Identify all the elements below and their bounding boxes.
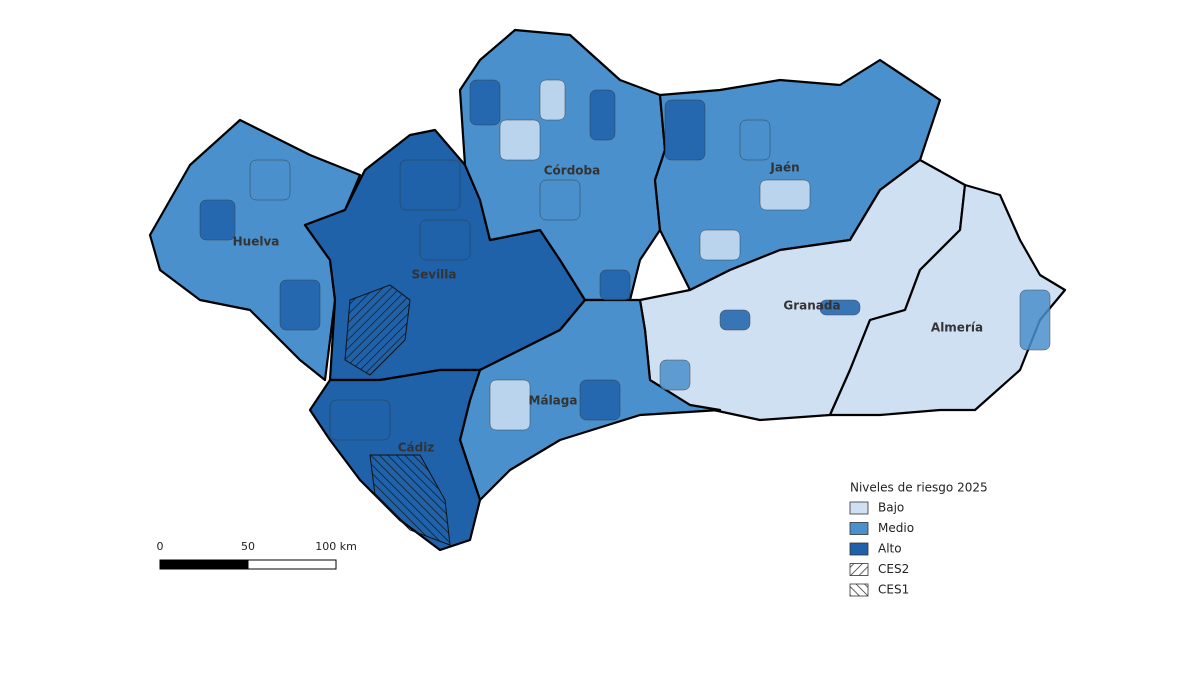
municipality (699, 229, 741, 261)
municipality (499, 119, 541, 161)
province-label: Huelva (233, 235, 280, 249)
legend-label: Alto (878, 542, 902, 556)
scale-segment (159, 559, 249, 570)
municipality (539, 179, 581, 221)
municipality (599, 269, 631, 301)
ces-area (369, 454, 451, 546)
scale-label: 100 km (315, 540, 357, 553)
municipality (739, 119, 771, 161)
municipality (539, 79, 566, 121)
municipality (664, 99, 706, 161)
legend-swatch (849, 583, 869, 597)
scale-label: 0 (157, 540, 164, 553)
legend: Niveles de riesgo 2025 Bajo Medio Alto CES2… (849, 481, 988, 597)
municipality (469, 79, 501, 126)
legend-swatch (849, 522, 869, 535)
municipality (589, 89, 616, 141)
legend-label: Medio (878, 521, 914, 535)
ces-area (344, 284, 411, 376)
municipality (759, 179, 811, 211)
municipality (819, 299, 861, 316)
municipality (489, 379, 531, 431)
municipality (719, 309, 751, 331)
province (828, 183, 1067, 417)
legend-label: Bajo (878, 501, 904, 515)
province-label: Granada (783, 299, 840, 313)
municipality (659, 359, 691, 391)
scale-label: 50 (241, 540, 255, 553)
scale-bar: 0 50 100 km (157, 540, 357, 570)
province-labels: Huelva Sevilla Córdoba Jaén Granada Almería Má… (233, 161, 983, 455)
legend-title: Niveles de riesgo 2025 (850, 481, 988, 495)
municipality (329, 399, 391, 441)
municipality (579, 379, 621, 421)
municipality (1019, 289, 1051, 351)
legend-label: CES2 (878, 562, 909, 576)
municipality-patches (199, 79, 1051, 546)
legend-label: CES1 (878, 583, 909, 597)
municipality (199, 199, 236, 241)
legend-swatch (849, 501, 869, 515)
province-label: Cádiz (398, 441, 435, 455)
province-label: Córdoba (544, 164, 601, 178)
municipality (399, 159, 461, 211)
legend-swatch (849, 563, 869, 576)
province-label: Sevilla (411, 268, 456, 282)
municipality (249, 159, 291, 201)
province-label: Málaga (529, 394, 578, 408)
legend-swatch (849, 542, 869, 556)
scale-segment (247, 559, 337, 570)
province-label: Jaén (769, 161, 799, 175)
province-label: Almería (931, 321, 983, 335)
municipality (419, 219, 471, 261)
municipality (279, 279, 321, 331)
